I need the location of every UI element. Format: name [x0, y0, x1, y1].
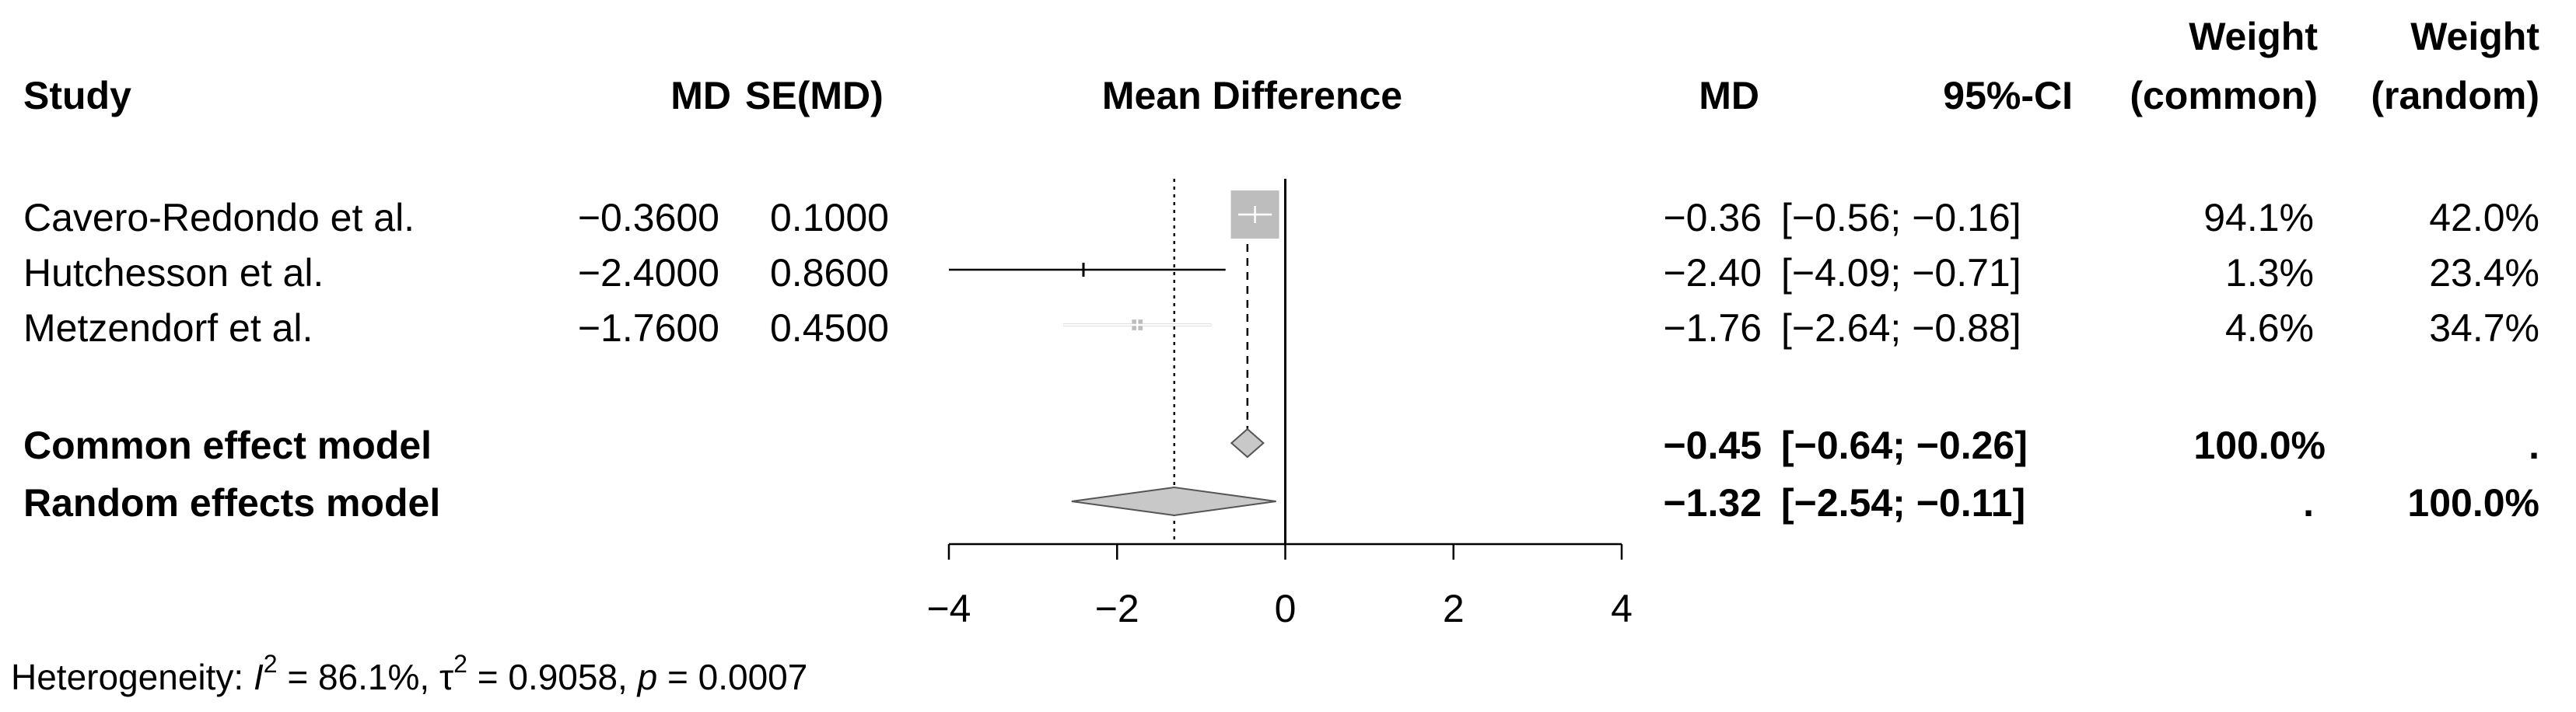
study-weight-random: 23.4% — [2429, 251, 2539, 295]
x-tick-label: 4 — [1611, 587, 1633, 630]
header-95ci: 95%-CI — [1943, 74, 2073, 117]
random-effects-diamond — [1071, 486, 1276, 517]
heterogeneity-prefix: Heterogeneity: — [11, 657, 254, 697]
header-md: MD — [670, 74, 731, 117]
i2-symbol: I — [253, 657, 264, 697]
common-effect-diamond — [1230, 428, 1265, 459]
header-weight-random-line1: Weight — [2410, 15, 2539, 58]
pooled-name: Random effects model — [23, 481, 441, 525]
p-symbol: p — [637, 657, 658, 697]
study-name: Hutchesson et al. — [23, 251, 324, 295]
study-md: −2.4000 — [577, 251, 719, 295]
pooled-ci: [−0.64; −0.26] — [1781, 424, 2028, 467]
pooled-ci: [−2.54; −0.11] — [1781, 481, 2026, 525]
study-weight-common: 1.3% — [2225, 251, 2314, 295]
study-md: −1.7600 — [577, 306, 719, 350]
header-weight-random-line2: (random) — [2371, 74, 2539, 117]
x-tick-label: 2 — [1443, 587, 1465, 630]
x-tick-label: −4 — [926, 587, 971, 630]
pooled-weight-common: . — [2303, 481, 2314, 525]
study-se: 0.4500 — [770, 306, 889, 350]
study-estimate: −1.76 — [1663, 306, 1762, 350]
pooled-estimate: −0.45 — [1663, 424, 1762, 467]
study-estimate: −2.40 — [1663, 251, 1762, 295]
header-weight-common-line1: Weight — [2189, 15, 2318, 58]
study-weight-random: 34.7% — [2429, 306, 2539, 350]
tau-symbol: τ — [439, 657, 454, 697]
p-value: = 0.0007 — [657, 657, 808, 697]
pooled-weight-common: 100.0% — [2193, 424, 2326, 467]
study-name: Cavero-Redondo et al. — [23, 196, 415, 239]
pooled-name: Common effect model — [23, 424, 432, 467]
study-weight-random: 42.0% — [2429, 196, 2539, 239]
study-ci: [−0.56; −0.16] — [1781, 196, 2021, 239]
i2-value: = 86.1%, — [277, 657, 439, 697]
study-se: 0.1000 — [770, 196, 889, 239]
study-md: −0.3600 — [577, 196, 719, 239]
tau-value: = 0.9058, — [467, 657, 638, 697]
study-weight-common: 94.1% — [2203, 196, 2314, 239]
pooled-estimate: −1.32 — [1663, 481, 1762, 525]
header-mean-difference: Mean Difference — [1101, 74, 1403, 117]
x-tick-label: −2 — [1095, 587, 1139, 630]
header-weight-common-line2: (common) — [2130, 74, 2318, 117]
study-weight-common: 4.6% — [2225, 306, 2314, 350]
study-estimate: −0.36 — [1663, 196, 1762, 239]
study-ci: [−2.64; −0.88] — [1781, 306, 2021, 350]
study-se: 0.8600 — [770, 251, 889, 295]
study-name: Metzendorf et al. — [23, 306, 313, 350]
study-ci: [−4.09; −0.71] — [1781, 251, 2021, 295]
header-study: Study — [23, 74, 131, 117]
header-se: SE(MD) — [745, 74, 884, 117]
x-tick-label: 0 — [1275, 587, 1297, 630]
pooled-weight-random: . — [2529, 424, 2539, 467]
header-md-estimate: MD — [1699, 74, 1759, 117]
pooled-weight-random: 100.0% — [2407, 481, 2539, 525]
heterogeneity-note: Heterogeneity: I2 = 86.1%, τ2 = 0.9058, … — [11, 650, 808, 697]
